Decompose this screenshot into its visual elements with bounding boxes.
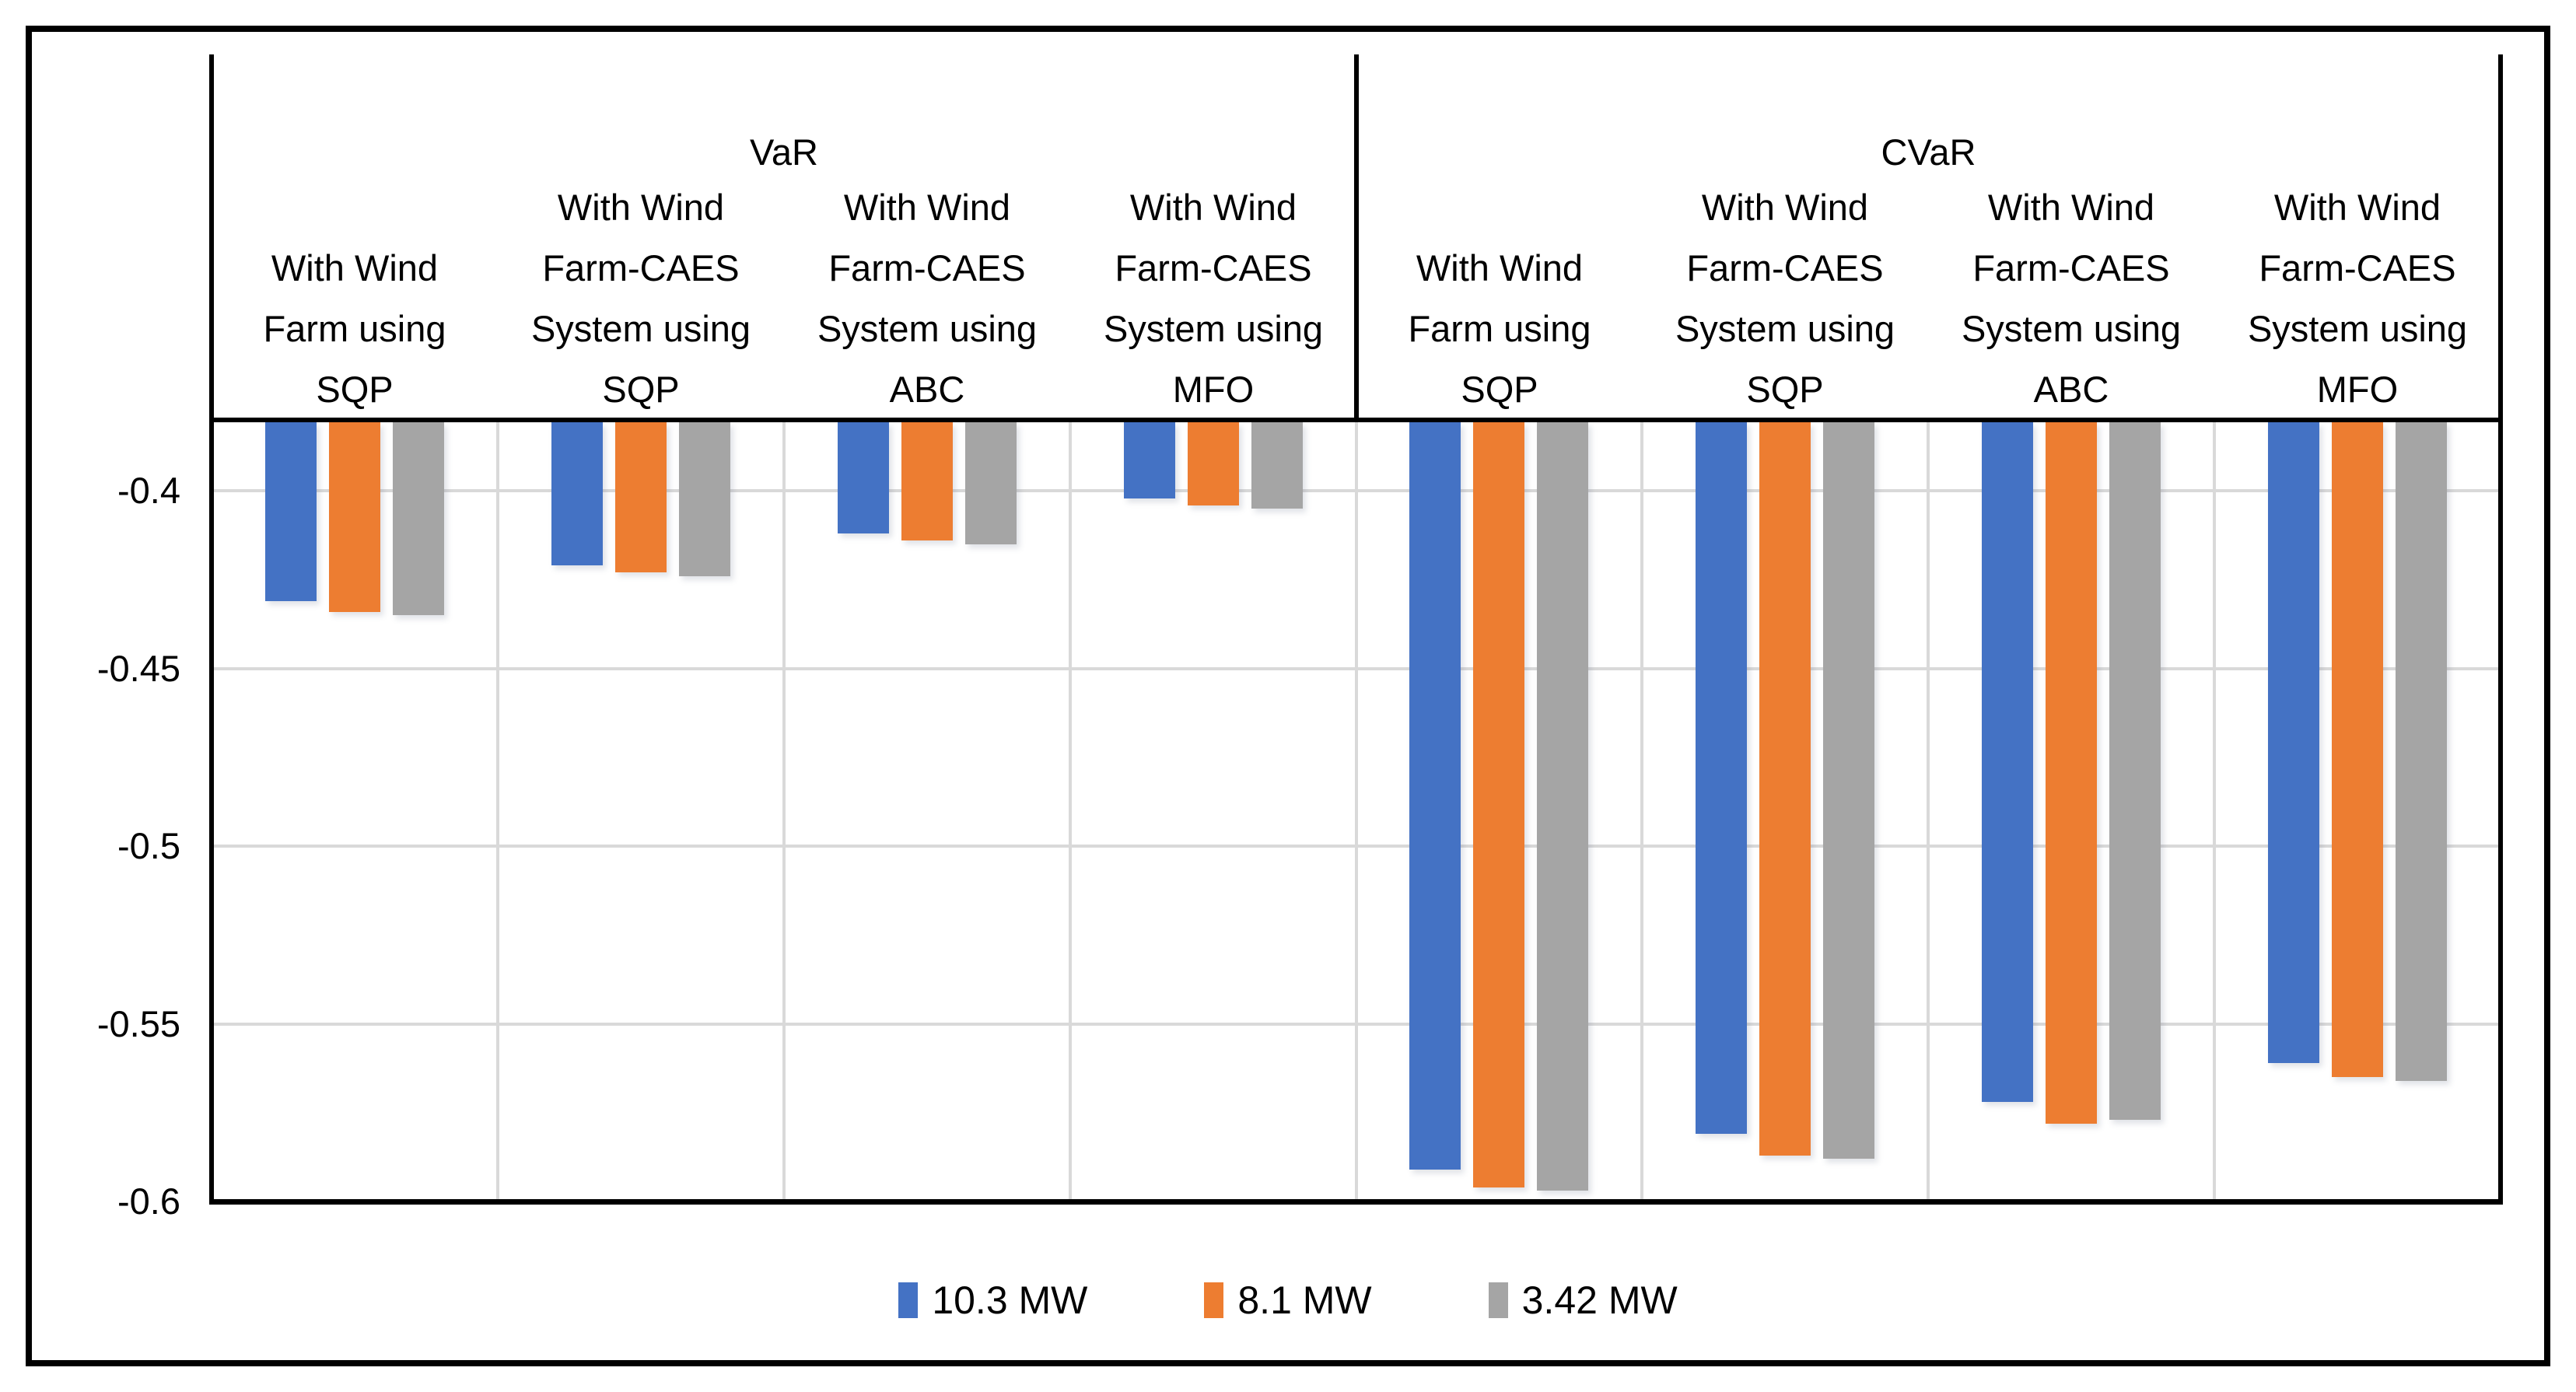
bar-10-3-mw (1409, 422, 1461, 1170)
bar-10-3-mw (2268, 422, 2319, 1063)
legend-swatch-8-1-mw (1204, 1282, 1224, 1318)
category-label: With Wind Farm-CAES System using MFO (2221, 177, 2494, 420)
legend-label: 10.3 MW (932, 1278, 1088, 1322)
category-label-line: ABC (889, 369, 965, 410)
bar-3-42-mw (679, 422, 730, 576)
category-label: With Wind Farm using SQP (218, 238, 492, 420)
category-label-line: SQP (1461, 369, 1538, 410)
category-label-line: Farm-CAES (542, 247, 740, 289)
bar-3-42-mw (2109, 422, 2161, 1120)
category-label-line: System using (1675, 308, 1895, 349)
bar-8-1-mw (329, 422, 380, 612)
category-label-line: SQP (316, 369, 394, 410)
category-label-line: MFO (2316, 369, 2399, 410)
bar-8-1-mw (901, 422, 953, 540)
category-label-line: Farm-CAES (1115, 247, 1312, 289)
category-label-line: Farm-CAES (1972, 247, 2170, 289)
y-axis-tick-label: -0.6 (117, 1180, 180, 1222)
category-label: With Wind Farm-CAES System using SQP (504, 177, 778, 420)
gridline-vertical (1927, 422, 1930, 1201)
bar-10-3-mw (1696, 422, 1747, 1134)
bar-3-42-mw (1537, 422, 1588, 1191)
gridline-vertical (2213, 422, 2216, 1201)
gridline-vertical (782, 422, 786, 1201)
bar-8-1-mw (2332, 422, 2383, 1077)
category-label: With Wind Farm-CAES System using ABC (790, 177, 1064, 420)
gridline-vertical (1069, 422, 1072, 1201)
figure-border (26, 26, 2550, 1366)
category-label-line: ABC (2033, 369, 2109, 410)
category-label-line: Farm-CAES (1686, 247, 1884, 289)
y-axis-tick-label: -0.55 (96, 1003, 180, 1044)
category-label-line: System using (530, 308, 751, 349)
legend-swatch-3-42-mw (1488, 1282, 1508, 1318)
bar-10-3-mw (265, 422, 317, 601)
category-label: With Wind Farm-CAES System using ABC (1934, 177, 2208, 420)
category-label-line: System using (817, 308, 1038, 349)
category-label: With Wind Farm-CAES System using SQP (1648, 177, 1922, 420)
legend-item: 10.3 MW (898, 1278, 1087, 1323)
category-label-line: Farm using (263, 308, 446, 349)
category-label-line: Farm-CAES (2259, 247, 2456, 289)
y-axis-tick-label: -0.45 (96, 648, 180, 689)
legend-swatch-10-3-mw (898, 1282, 919, 1318)
bar-10-3-mw (1982, 422, 2033, 1102)
bar-3-42-mw (1251, 422, 1303, 509)
gridline-vertical (496, 422, 499, 1201)
legend: 10.3 MW 8.1 MW 3.42 MW (32, 1268, 2544, 1333)
category-label-line: System using (1103, 308, 1324, 349)
bar-10-3-mw (551, 422, 603, 565)
bar-3-42-mw (2396, 422, 2447, 1081)
category-label: With Wind Farm using SQP (1363, 238, 1636, 420)
plot-top-border-line (212, 418, 2501, 422)
legend-item: 3.42 MW (1488, 1278, 1678, 1323)
category-label-line: With Wind (271, 247, 439, 289)
bar-8-1-mw (1473, 422, 1524, 1187)
bar-8-1-mw (1188, 422, 1239, 505)
bar-3-42-mw (393, 422, 444, 615)
category-label-line: SQP (1746, 369, 1824, 410)
var-cvar-divider-line (1354, 54, 1359, 420)
category-label-line: With Wind (1416, 247, 1584, 289)
bar-10-3-mw (1124, 422, 1175, 498)
category-label-line: Farm using (1408, 308, 1591, 349)
category-label-line: System using (1961, 308, 2182, 349)
plot-right-border-line (2498, 54, 2503, 1204)
category-label: With Wind Farm-CAES System using MFO (1076, 177, 1350, 420)
y-axis-tick-label: -0.4 (117, 470, 180, 511)
bar-8-1-mw (2046, 422, 2097, 1124)
category-label-line: System using (2247, 308, 2468, 349)
legend-item: 8.1 MW (1204, 1278, 1372, 1323)
gridline-vertical (1355, 422, 1358, 1201)
legend-label: 3.42 MW (1521, 1278, 1678, 1322)
category-label-line: With Wind (1987, 187, 2155, 228)
bar-8-1-mw (615, 422, 667, 572)
gridline-vertical (1640, 422, 1643, 1201)
bar-3-42-mw (965, 422, 1017, 544)
category-label-line: With Wind (2273, 187, 2441, 228)
category-label-line: With Wind (843, 187, 1011, 228)
category-label-line: MFO (1172, 369, 1255, 410)
panel-title-var: VaR (750, 131, 818, 173)
y-axis-line (209, 54, 214, 1204)
category-label-line: Farm-CAES (828, 247, 1026, 289)
panel-title-cvar: CVaR (1881, 131, 1976, 173)
category-label-line: With Wind (1129, 187, 1297, 228)
bar-3-42-mw (1823, 422, 1874, 1159)
bar-10-3-mw (838, 422, 889, 533)
y-axis-tick-label: -0.5 (117, 825, 180, 866)
category-label-line: SQP (602, 369, 680, 410)
bar-8-1-mw (1759, 422, 1811, 1156)
category-label-line: With Wind (1701, 187, 1869, 228)
category-label-line: With Wind (557, 187, 725, 228)
legend-label: 8.1 MW (1237, 1278, 1372, 1322)
x-axis-line (209, 1199, 2503, 1205)
